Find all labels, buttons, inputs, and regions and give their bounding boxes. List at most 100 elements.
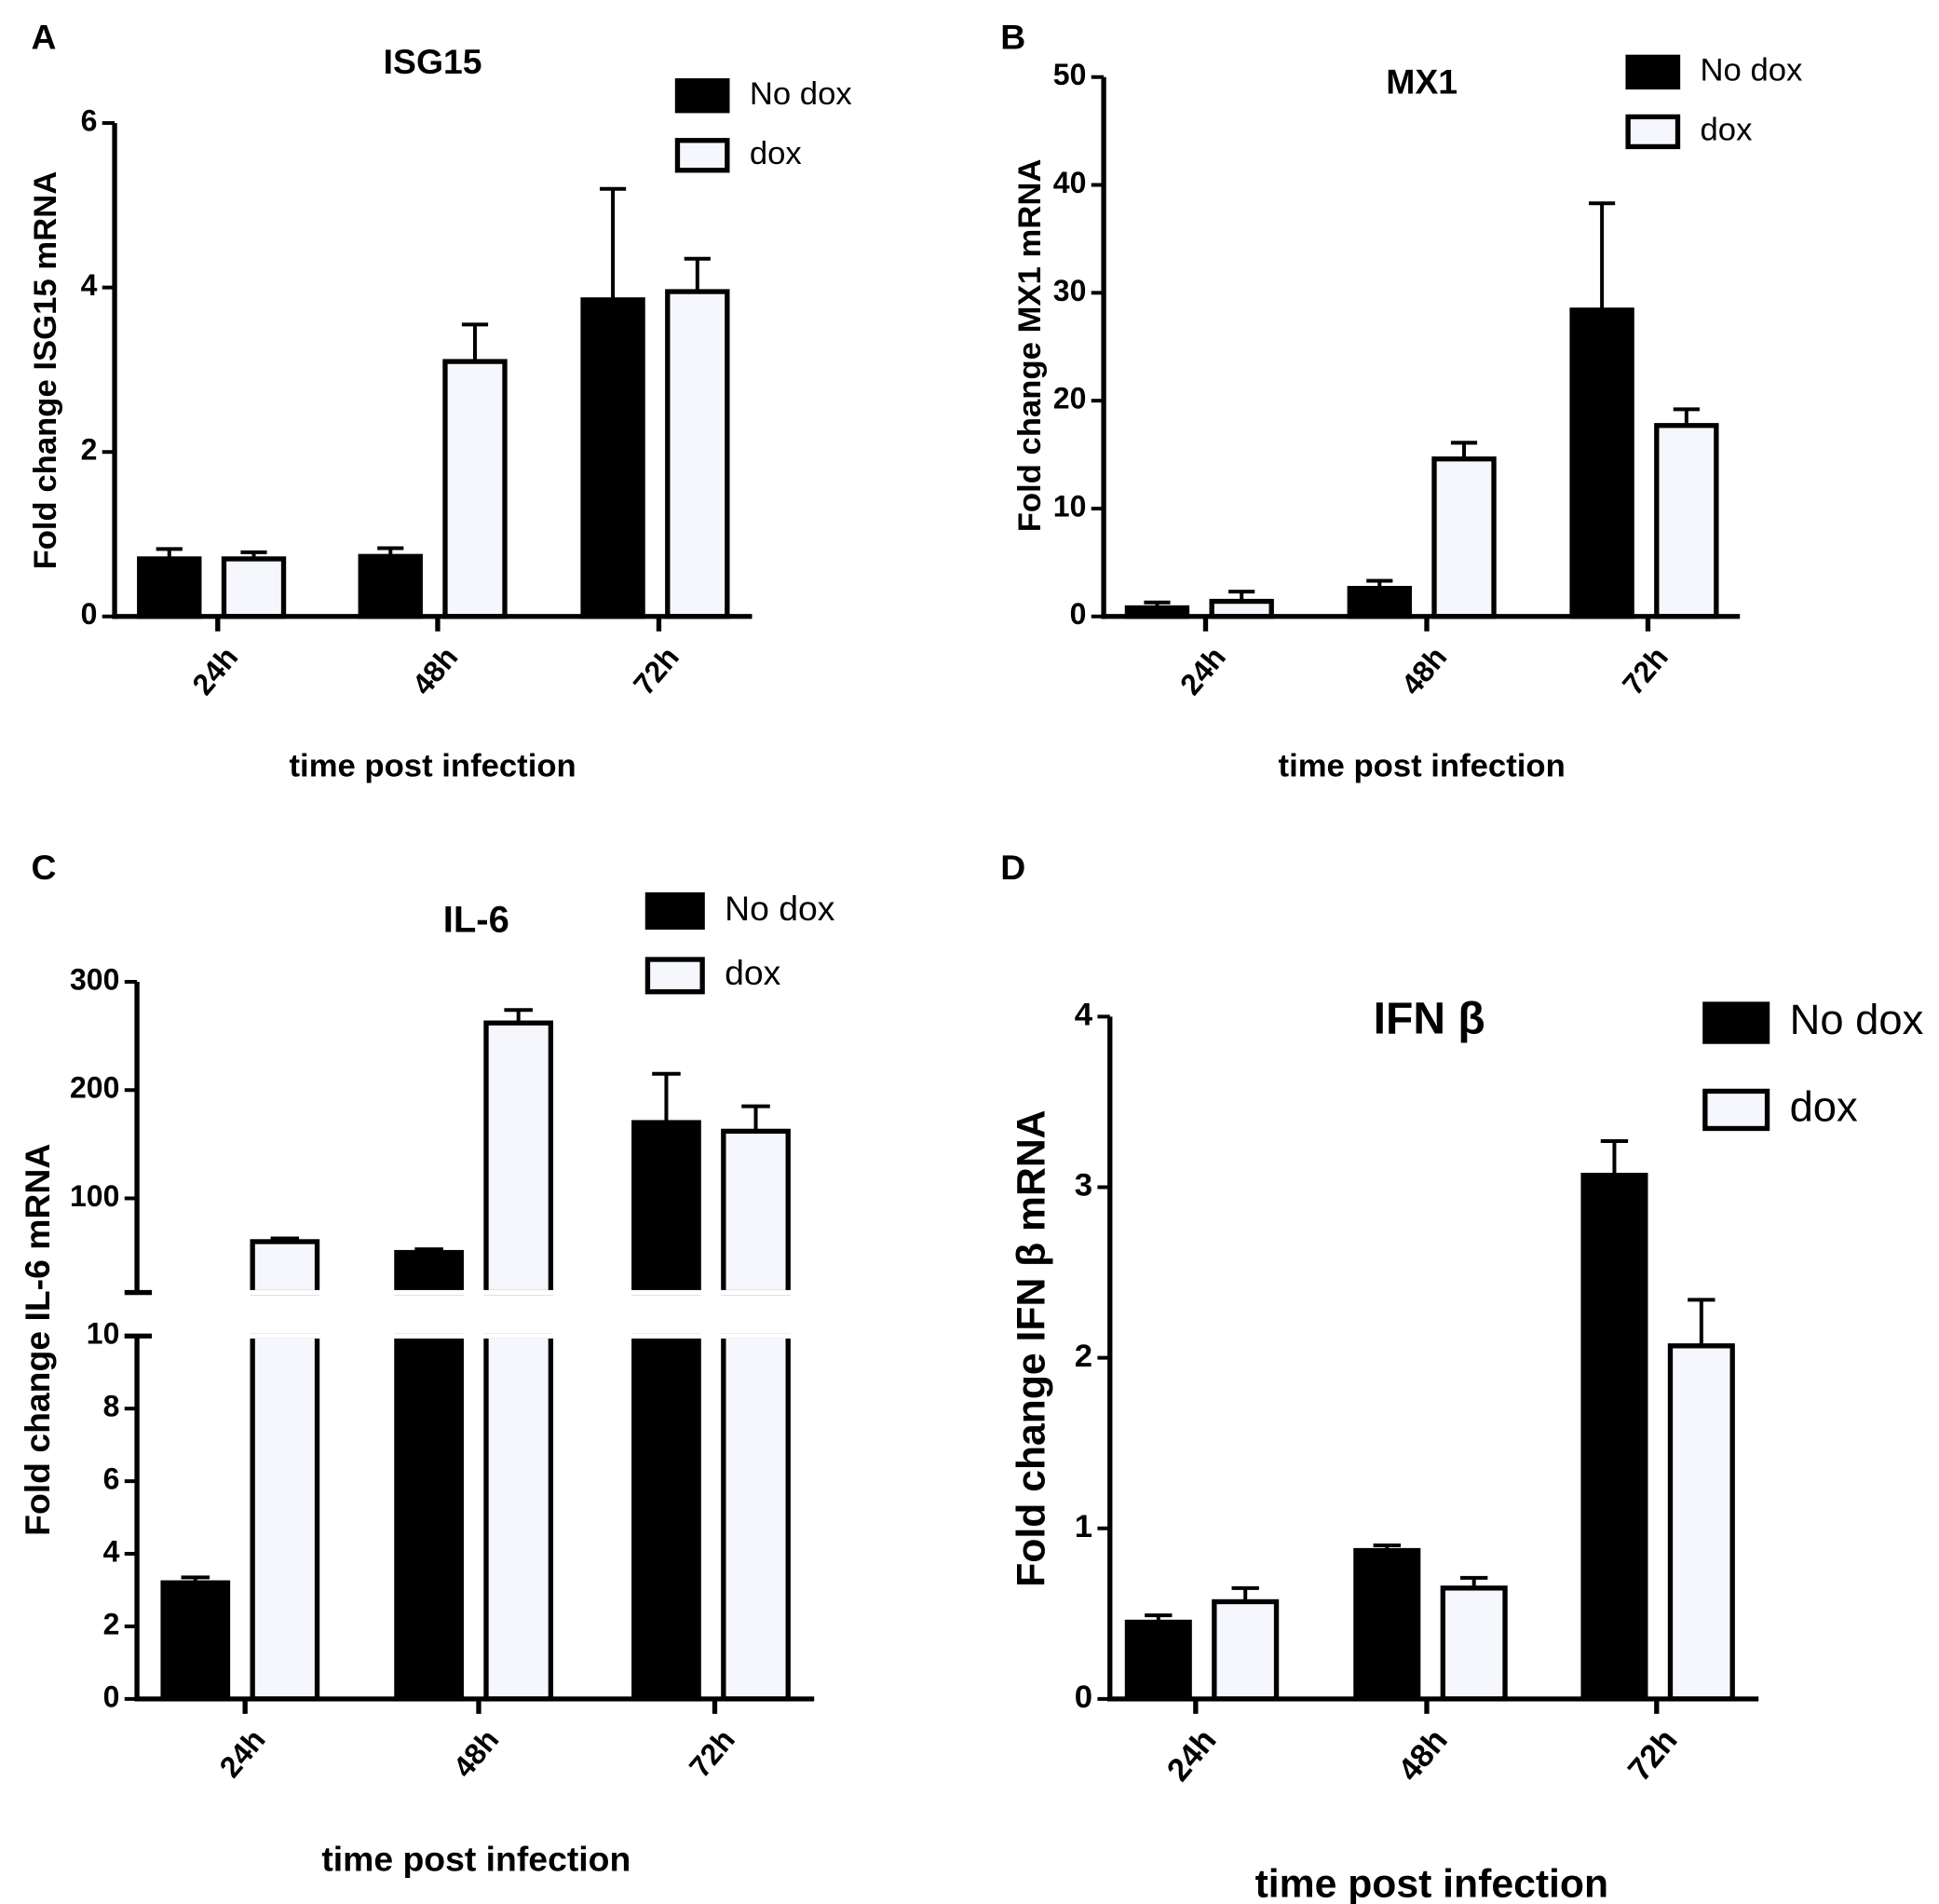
legend: No dox dox — [1702, 996, 1924, 1132]
y-tick-label: 2 — [1075, 1339, 1092, 1374]
chart-panel-d: D IFN β 0 1 2 3 4 24h 48h 72h time post infection F… — [1000, 848, 1923, 1904]
legend-label: No dox — [725, 889, 835, 928]
panel-label: C — [32, 848, 57, 887]
break-gap — [247, 1333, 322, 1339]
bar-dox — [250, 1333, 320, 1702]
x-tick-label: 24h — [185, 640, 244, 700]
bar-dox — [1654, 423, 1719, 619]
x-axis-label: time post infection — [1279, 749, 1566, 784]
y-tick-label: 50 — [1053, 58, 1087, 91]
break-gap — [247, 1289, 322, 1296]
legend-label: dox — [750, 136, 802, 171]
y-tick-label: 0 — [1070, 597, 1087, 631]
bar-dox — [221, 556, 287, 619]
legend-swatch — [1702, 1088, 1770, 1132]
y-tick-label: 4 — [81, 268, 98, 302]
y-tick-label: 4 — [103, 1534, 120, 1568]
break-gap — [718, 1289, 793, 1296]
bar-no-dox — [160, 1580, 231, 1702]
y-tick-label: 100 — [70, 1179, 119, 1213]
chart-panel-b: B MX1 0 10 20 30 40 50 24h 48h 72h time post infect… — [1000, 18, 1802, 784]
x-tick-label: 72h — [627, 640, 685, 700]
bar-dox-upper — [483, 1020, 554, 1296]
y-axis-label: Fold change ISG15 mRNA — [28, 171, 63, 570]
legend-swatch — [1625, 114, 1681, 150]
x-tick-label: 24h — [213, 1722, 272, 1783]
legend: No dox dox — [674, 76, 852, 173]
y-tick-label: 0 — [103, 1680, 120, 1713]
y-axis-label: Fold change MX1 mRNA — [1012, 159, 1048, 533]
legend: No dox dox — [644, 889, 835, 995]
bar-no-dox — [1347, 585, 1412, 619]
break-gap — [718, 1333, 793, 1339]
y-tick-label: 1 — [1075, 1509, 1092, 1544]
x-axis-label: time post infection — [1255, 1862, 1608, 1904]
x-axis-label: time post infection — [290, 749, 576, 784]
x-tick-label: 48h — [1394, 640, 1453, 700]
bar-no-dox — [1124, 1619, 1192, 1702]
legend-swatch — [674, 78, 730, 114]
x-tick-label: 24h — [1160, 1722, 1224, 1788]
y-tick-label: 6 — [103, 1462, 120, 1496]
y-tick-label: 0 — [1075, 1680, 1092, 1715]
y-tick-label: 3 — [1075, 1168, 1092, 1204]
bar-no-dox — [394, 1333, 464, 1702]
y-tick-label: 30 — [1053, 274, 1087, 307]
chart-title: IFN β — [1374, 994, 1485, 1043]
bar-dox — [483, 1333, 554, 1702]
bar-no-dox — [631, 1333, 701, 1702]
x-tick-label: 72h — [683, 1722, 741, 1783]
bar-no-dox — [1580, 1173, 1648, 1702]
bar-dox — [442, 359, 508, 619]
x-tick-label: 48h — [405, 640, 464, 700]
legend-swatch — [674, 138, 730, 173]
chart-panel-a: A ISG15 0 2 4 6 24h 48h 72h time post infection Fo… — [28, 18, 852, 784]
bar-dox — [665, 289, 730, 619]
chart-title: MX1 — [1386, 62, 1458, 102]
break-gap — [481, 1289, 556, 1296]
break-gap — [391, 1333, 467, 1339]
break-gap — [629, 1333, 704, 1339]
y-tick-label: 200 — [70, 1071, 119, 1105]
bar-no-dox — [580, 297, 645, 619]
chart-title: ISG15 — [384, 42, 482, 81]
y-tick-label: 300 — [70, 962, 119, 996]
y-tick-label: 4 — [1075, 998, 1093, 1033]
legend-label: dox — [725, 953, 781, 992]
bar-dox — [1440, 1585, 1508, 1702]
legend-label: dox — [1790, 1082, 1858, 1130]
y-tick-label: 6 — [81, 104, 98, 138]
chart-title: IL-6 — [443, 900, 509, 941]
y-tick-label: 2 — [103, 1607, 120, 1640]
legend-label: No dox — [750, 76, 852, 112]
bar-dox — [1431, 456, 1497, 619]
legend-label: dox — [1701, 113, 1753, 148]
y-tick-label: 10 — [1053, 489, 1087, 523]
legend: No dox dox — [1625, 53, 1803, 150]
y-tick-label: 20 — [1053, 382, 1087, 415]
y-tick-label: 40 — [1053, 166, 1087, 199]
y-tick-label: 8 — [103, 1390, 120, 1423]
bar-no-dox — [1353, 1547, 1421, 1702]
bar-dox-upper — [721, 1128, 791, 1296]
bar-no-dox — [1569, 307, 1634, 619]
x-tick-label: 48h — [446, 1722, 505, 1783]
y-tick-label: 0 — [81, 597, 98, 631]
x-tick-label: 24h — [1173, 640, 1232, 700]
break-gap — [391, 1289, 467, 1296]
x-axis-label: time post infection — [321, 1839, 631, 1878]
break-gap — [629, 1289, 704, 1296]
panel-label: D — [1000, 848, 1025, 887]
x-tick-label: 48h — [1391, 1722, 1455, 1788]
chart-panel-c: C IL-6 0 2 4 6 8 10 100 200 300 24h 48h 72h time post … — [18, 848, 835, 1879]
bar-dox-upper — [250, 1239, 320, 1296]
legend-label: No dox — [1701, 53, 1803, 88]
panel-label: A — [32, 18, 57, 57]
bar-dox — [1667, 1343, 1735, 1702]
y-tick-label: 2 — [81, 433, 98, 467]
y-axis-label: Fold change IFN β mRNA — [1010, 1109, 1054, 1586]
legend-swatch — [1625, 54, 1681, 90]
bar-no-dox-upper — [394, 1249, 464, 1296]
legend-swatch — [1702, 1001, 1770, 1044]
